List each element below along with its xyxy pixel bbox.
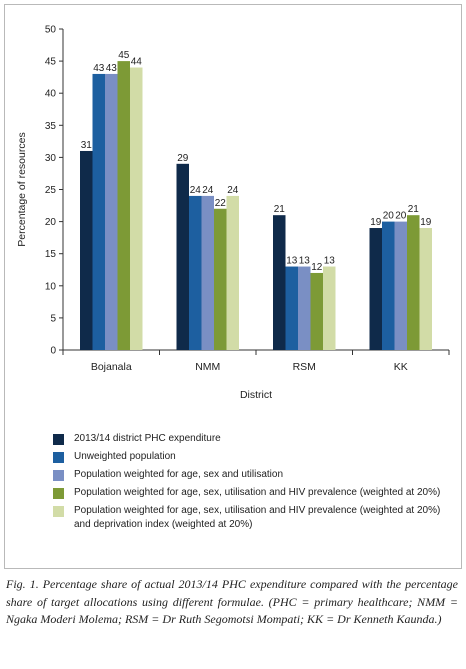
bar — [80, 150, 93, 350]
y-tick-label: 15 — [45, 249, 57, 260]
bar — [310, 272, 323, 350]
legend-label: Population weighted for age, sex, utilis… — [74, 487, 441, 498]
data-label: 29 — [177, 153, 189, 164]
legend-label: 2013/14 district PHC expenditure — [74, 433, 221, 444]
y-tick-label: 45 — [45, 57, 57, 68]
data-label: 44 — [131, 57, 143, 68]
bar — [201, 195, 214, 350]
bar — [323, 266, 336, 350]
data-label: 19 — [420, 217, 432, 228]
data-label: 13 — [299, 256, 311, 267]
legend-label: Population weighted for age, sex and uti… — [74, 469, 284, 480]
bar — [189, 195, 202, 350]
x-tick-label: Bojanala — [91, 361, 132, 373]
data-label: 22 — [215, 198, 227, 209]
legend-label: Unweighted population — [74, 451, 176, 462]
legend-swatch — [53, 506, 64, 517]
y-axis-title: Percentage of resources — [16, 132, 28, 246]
data-label: 31 — [81, 140, 93, 151]
x-axis-title: District — [240, 389, 272, 401]
legend-item: Population weighted for age, sex and uti… — [53, 468, 453, 482]
data-label: 13 — [286, 256, 298, 267]
legend-item: Population weighted for age, sex, utilis… — [53, 504, 453, 532]
x-tick-label: RSM — [293, 361, 316, 373]
bar — [285, 266, 298, 350]
bar — [407, 215, 420, 350]
y-tick-label: 0 — [50, 346, 56, 357]
legend-label: Population weighted for age, sex, utilis… — [74, 505, 441, 530]
y-tick-label: 35 — [45, 121, 57, 132]
legend-swatch — [53, 434, 64, 445]
legend-swatch — [53, 488, 64, 499]
data-label: 20 — [383, 211, 395, 222]
data-label: 24 — [190, 185, 202, 196]
bar — [226, 195, 239, 350]
data-label: 12 — [311, 262, 323, 273]
figure-frame: 0 5 10 15 20 25 30 35 40 45 50 31 43 43 45 44 Bojanala 29… — [4, 4, 462, 569]
bar — [369, 228, 382, 350]
y-tick-label: 10 — [45, 281, 57, 292]
data-label: 21 — [408, 204, 420, 215]
data-label: 43 — [93, 63, 105, 74]
y-tick-label: 40 — [45, 89, 57, 100]
legend: 2013/14 district PHC expenditure Unweight… — [53, 432, 453, 536]
y-tick-label: 5 — [50, 313, 56, 324]
bar — [117, 61, 130, 350]
data-label: 45 — [118, 50, 130, 61]
bar — [298, 266, 311, 350]
bar — [273, 215, 286, 350]
bar — [176, 163, 189, 350]
bar — [214, 208, 227, 350]
bar — [105, 73, 118, 350]
x-tick-label: KK — [394, 361, 408, 373]
legend-item: Population weighted for age, sex, utilis… — [53, 486, 453, 500]
data-label: 13 — [324, 256, 336, 267]
legend-item: Unweighted population — [53, 450, 453, 464]
bar — [394, 221, 407, 350]
bar — [382, 221, 395, 350]
y-tick-label: 30 — [45, 153, 57, 164]
bar — [92, 73, 105, 350]
data-label: 24 — [202, 185, 214, 196]
x-tick-label: NMM — [195, 361, 220, 373]
y-tick-label: 50 — [45, 25, 57, 36]
y-tick-label: 25 — [45, 185, 57, 196]
y-tick-label: 20 — [45, 217, 57, 228]
figure-caption: Fig. 1. Percentage share of actual 2013/… — [6, 577, 458, 626]
legend-swatch — [53, 470, 64, 481]
bar — [419, 228, 432, 350]
data-label: 24 — [227, 185, 239, 196]
legend-item: 2013/14 district PHC expenditure — [53, 432, 453, 446]
data-label: 43 — [106, 63, 118, 74]
bar — [130, 67, 143, 350]
data-label: 19 — [370, 217, 382, 228]
data-label: 21 — [274, 204, 286, 215]
data-label: 20 — [395, 211, 407, 222]
legend-swatch — [53, 452, 64, 463]
